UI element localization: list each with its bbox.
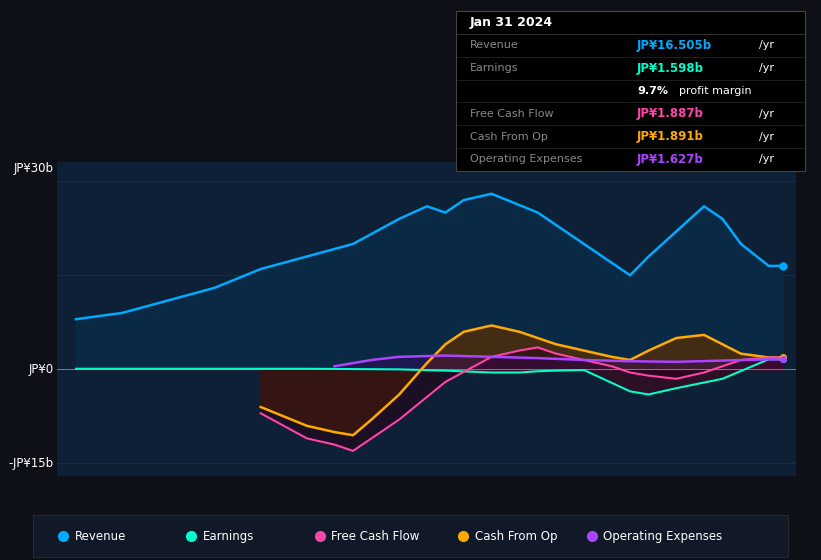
Text: Revenue: Revenue — [470, 40, 518, 50]
Text: JP¥1.891b: JP¥1.891b — [637, 130, 704, 143]
Text: Cash From Op: Cash From Op — [470, 132, 548, 142]
Text: Free Cash Flow: Free Cash Flow — [331, 530, 420, 543]
Text: Cash From Op: Cash From Op — [475, 530, 557, 543]
Text: /yr: /yr — [759, 63, 774, 73]
Text: JP¥1.598b: JP¥1.598b — [637, 62, 704, 74]
Text: JP¥1.887b: JP¥1.887b — [637, 108, 704, 120]
Text: -JP¥15b: -JP¥15b — [9, 457, 54, 470]
Text: JP¥0: JP¥0 — [29, 363, 54, 376]
Text: JP¥30b: JP¥30b — [14, 162, 54, 175]
Text: Revenue: Revenue — [75, 530, 126, 543]
Text: JP¥16.505b: JP¥16.505b — [637, 39, 713, 52]
Text: Earnings: Earnings — [203, 530, 255, 543]
Text: /yr: /yr — [759, 109, 774, 119]
Text: /yr: /yr — [759, 155, 774, 165]
Text: /yr: /yr — [759, 132, 774, 142]
Text: Free Cash Flow: Free Cash Flow — [470, 109, 553, 119]
Text: Jan 31 2024: Jan 31 2024 — [470, 16, 553, 29]
Text: JP¥1.627b: JP¥1.627b — [637, 153, 704, 166]
Text: Earnings: Earnings — [470, 63, 518, 73]
Text: 9.7%: 9.7% — [637, 86, 668, 96]
Text: /yr: /yr — [759, 40, 774, 50]
Text: profit margin: profit margin — [679, 86, 751, 96]
Text: Operating Expenses: Operating Expenses — [603, 530, 722, 543]
Text: Operating Expenses: Operating Expenses — [470, 155, 582, 165]
